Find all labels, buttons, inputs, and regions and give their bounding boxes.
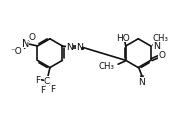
Text: CH₃: CH₃ (98, 62, 114, 71)
Text: N: N (76, 43, 83, 52)
Text: +: + (26, 38, 31, 43)
Text: F: F (50, 84, 55, 93)
Text: ⁻O: ⁻O (10, 47, 22, 56)
Text: N: N (66, 43, 73, 52)
Text: O: O (29, 33, 36, 42)
Text: F: F (40, 86, 45, 95)
Text: HO: HO (117, 34, 130, 43)
Text: N: N (153, 42, 160, 51)
Text: O: O (158, 50, 165, 59)
Text: N: N (138, 77, 145, 86)
Text: N: N (22, 38, 29, 48)
Text: C: C (44, 76, 50, 85)
Text: F: F (36, 76, 41, 84)
Text: CH₃: CH₃ (153, 34, 169, 43)
